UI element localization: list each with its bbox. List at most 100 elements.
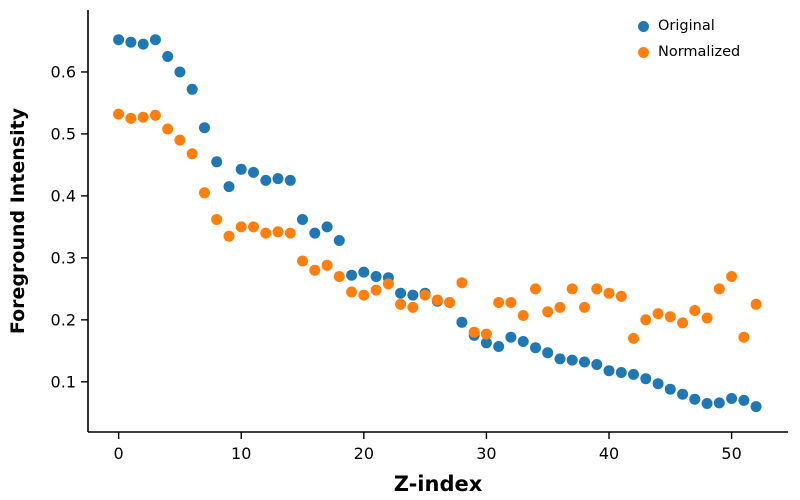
data-point xyxy=(248,221,259,233)
y-tick-label: 0.6 xyxy=(51,62,76,81)
data-point xyxy=(505,297,517,308)
data-point xyxy=(137,111,149,123)
data-point xyxy=(591,283,603,295)
data-point xyxy=(640,373,652,385)
data-point xyxy=(186,83,198,95)
data-point xyxy=(542,306,554,318)
data-point xyxy=(554,353,566,365)
data-point xyxy=(407,301,419,313)
x-tick-label: 20 xyxy=(354,444,374,463)
data-point xyxy=(260,227,272,239)
data-point xyxy=(640,314,652,326)
data-point xyxy=(321,221,333,233)
data-point xyxy=(174,134,186,146)
data-point xyxy=(125,112,137,124)
data-point xyxy=(407,289,419,301)
axis-ticks: 0 10 20 30 40 50 0.1 0.2 0.3 0.4 0.5 0.6 xyxy=(51,62,742,463)
data-point xyxy=(677,317,689,329)
data-point xyxy=(346,269,358,281)
data-point xyxy=(689,305,701,316)
data-point xyxy=(591,359,603,370)
data-point xyxy=(530,342,541,354)
data-point xyxy=(713,283,725,295)
data-point xyxy=(456,316,468,328)
data-point xyxy=(579,301,590,313)
data-point xyxy=(358,266,370,278)
data-point xyxy=(431,294,443,306)
data-point xyxy=(628,368,639,380)
data-point xyxy=(284,227,296,239)
data-point xyxy=(480,328,492,340)
data-point xyxy=(493,341,505,352)
data-point xyxy=(162,51,174,62)
y-tick-label: 0.4 xyxy=(51,186,76,205)
x-tick-label: 0 xyxy=(114,444,124,463)
data-point xyxy=(603,287,615,299)
legend-label-original: Original xyxy=(658,18,715,34)
data-point xyxy=(738,331,750,343)
data-point xyxy=(750,401,762,413)
data-point xyxy=(223,230,235,242)
data-point xyxy=(272,173,284,185)
data-point xyxy=(186,148,198,160)
data-point xyxy=(346,286,358,298)
data-point xyxy=(272,226,284,238)
data-point xyxy=(248,166,259,178)
x-axis-label: Z-index xyxy=(394,472,483,496)
data-point xyxy=(284,174,296,186)
data-point xyxy=(174,66,186,78)
y-tick-label: 0.3 xyxy=(51,248,76,267)
data-point xyxy=(615,367,627,378)
data-point xyxy=(162,123,174,135)
data-point xyxy=(370,271,382,282)
data-point xyxy=(493,297,505,308)
data-point xyxy=(199,122,210,134)
data-point xyxy=(113,34,125,46)
data-point xyxy=(542,347,554,359)
legend-item-original: Original xyxy=(638,18,740,34)
normalized-marker-icon xyxy=(638,46,649,58)
data-point xyxy=(566,354,578,366)
x-tick-label: 30 xyxy=(476,444,496,463)
x-tick-label: 40 xyxy=(599,444,619,463)
data-point xyxy=(395,287,407,299)
legend-item-normalized: Normalized xyxy=(638,44,740,60)
data-point xyxy=(211,156,223,168)
data-point xyxy=(505,331,517,343)
x-tick-label: 10 xyxy=(231,444,251,463)
data-point xyxy=(297,214,308,225)
data-point xyxy=(223,181,235,193)
data-point xyxy=(554,301,566,313)
data-point xyxy=(419,289,431,301)
y-tick-label: 0.2 xyxy=(51,310,76,329)
data-point xyxy=(260,174,272,186)
data-point xyxy=(199,187,210,199)
legend-label-normalized: Normalized xyxy=(658,44,741,60)
data-point xyxy=(726,393,738,404)
data-point xyxy=(701,398,713,409)
data-point xyxy=(713,397,725,409)
y-axis-label: Foreground Intensity xyxy=(7,107,29,334)
x-tick-label: 50 xyxy=(721,444,741,463)
data-point xyxy=(125,36,137,48)
data-point xyxy=(113,108,125,120)
data-point xyxy=(456,277,468,289)
data-point xyxy=(309,227,321,239)
data-point xyxy=(321,259,333,271)
data-point xyxy=(235,163,247,175)
data-point xyxy=(628,332,639,344)
data-point xyxy=(297,255,308,267)
data-point xyxy=(333,271,345,282)
data-point xyxy=(444,297,456,308)
original-marker-icon xyxy=(638,20,649,32)
data-point xyxy=(137,38,149,50)
data-point xyxy=(615,290,627,302)
data-point xyxy=(652,308,664,320)
data-point xyxy=(149,34,161,46)
data-point xyxy=(652,378,664,390)
data-point xyxy=(530,283,541,295)
data-point xyxy=(395,298,407,310)
data-point xyxy=(480,337,492,349)
